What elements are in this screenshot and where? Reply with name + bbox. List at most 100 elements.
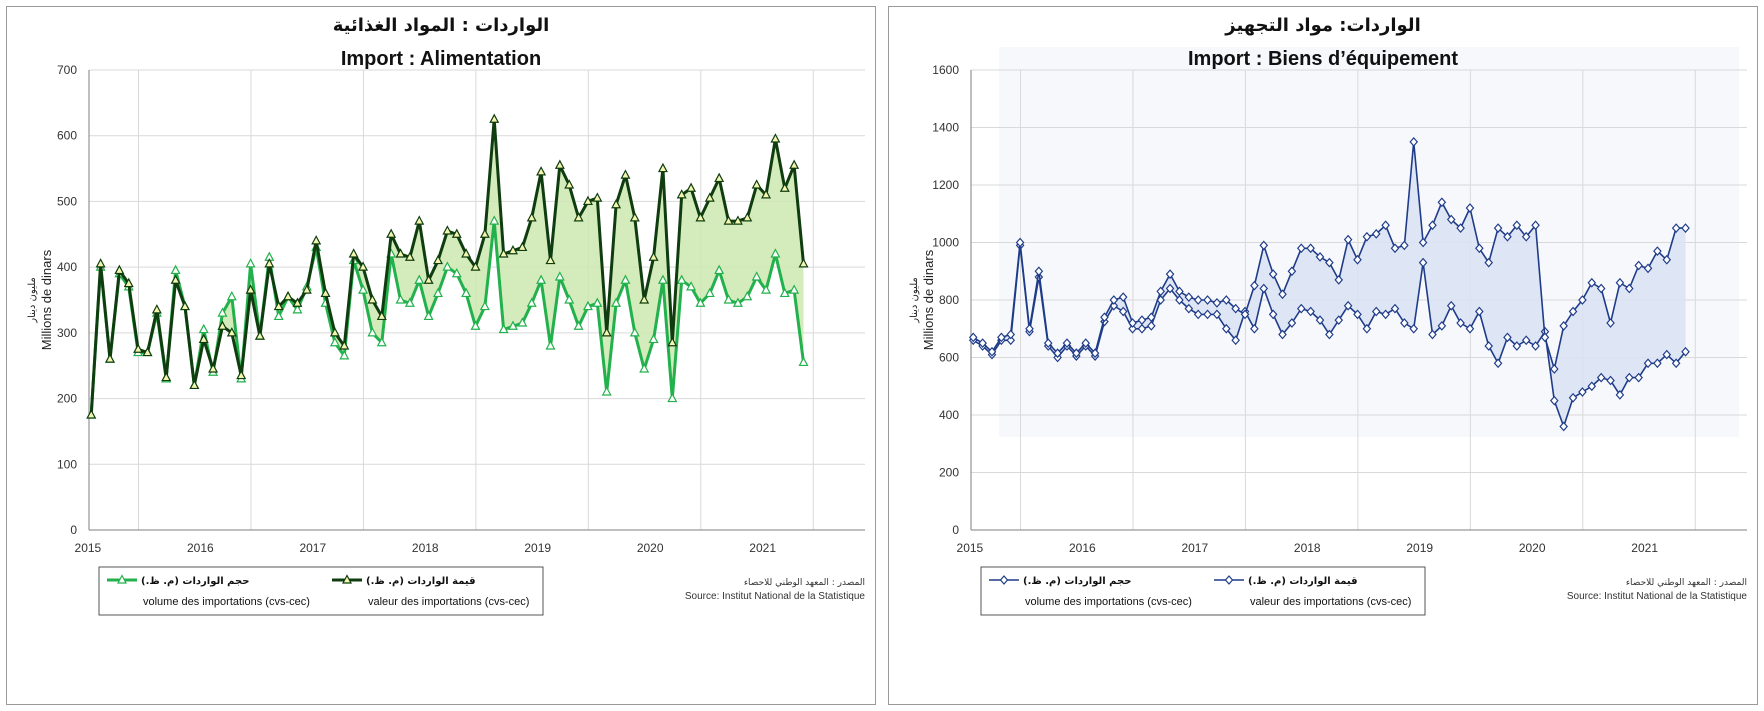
data-point-valeur (226, 327, 237, 337)
data-point-valeur (1034, 266, 1044, 277)
data-point-valeur (714, 172, 725, 183)
data-point-valeur (676, 189, 687, 199)
data-point-valeur (1072, 348, 1081, 359)
data-point-volume (433, 287, 444, 298)
data-point-volume (1559, 421, 1568, 432)
x-tick-label: 2018 (412, 541, 439, 555)
data-point-valeur (667, 336, 678, 347)
fill-between-series (973, 141, 1686, 427)
data-point-volume (545, 340, 556, 350)
data-point-valeur (283, 290, 294, 301)
data-point-volume (1634, 372, 1643, 383)
y-tick-label: 1400 (932, 121, 959, 135)
data-point-valeur (1390, 243, 1400, 254)
data-point-volume (1296, 303, 1306, 314)
data-point-volume (1128, 323, 1137, 334)
data-point-valeur (657, 162, 668, 173)
data-point-valeur (1128, 318, 1137, 328)
data-point-valeur (1109, 295, 1119, 305)
data-point-volume (198, 323, 209, 334)
data-point-volume (395, 294, 406, 304)
data-point-valeur (423, 274, 434, 284)
data-point-valeur (770, 133, 781, 143)
data-point-valeur (1559, 320, 1568, 331)
data-point-valeur (582, 195, 593, 206)
data-point-volume (657, 274, 668, 284)
legend-label: valeur des importations (cvs-cec) (1250, 596, 1411, 608)
y-tick-label: 1200 (932, 178, 959, 192)
data-point-valeur (573, 212, 584, 222)
data-point-volume (1231, 335, 1240, 346)
data-point-valeur (1259, 240, 1269, 251)
data-point-valeur (1596, 283, 1606, 294)
data-point-volume (358, 284, 369, 294)
data-point-valeur (648, 251, 659, 261)
data-point-valeur (732, 215, 743, 225)
data-point-valeur (1521, 231, 1531, 242)
data-point-valeur (1165, 269, 1175, 280)
data-point-valeur (789, 159, 800, 169)
data-point-volume (170, 264, 181, 275)
y-tick-label: 500 (57, 194, 77, 208)
chart-title: Import : Alimentation (341, 48, 541, 70)
data-point-volume (1268, 309, 1278, 320)
data-point-volume (1371, 306, 1381, 317)
data-point-valeur (997, 332, 1006, 343)
data-point-valeur (1315, 251, 1325, 262)
data-point-valeur (217, 320, 228, 330)
data-point-valeur (987, 346, 997, 357)
data-point-valeur (1381, 220, 1390, 231)
data-point-volume (451, 267, 462, 278)
legend-box (980, 566, 1426, 616)
data-point-volume (1175, 295, 1184, 305)
data-point-valeur (358, 261, 369, 271)
data-point-volume (1287, 318, 1297, 328)
data-point-valeur (1175, 286, 1184, 297)
data-point-valeur (1615, 277, 1625, 288)
y-tick-label: 0 (952, 523, 959, 537)
data-point-volume (1353, 309, 1362, 320)
x-tick-label: 2016 (187, 541, 214, 555)
data-point-volume (470, 320, 481, 330)
data-point-volume (723, 294, 734, 304)
data-point-valeur (1250, 280, 1259, 291)
data-point-volume (498, 323, 509, 334)
data-point-volume (517, 317, 528, 327)
data-point-volume (1212, 309, 1222, 320)
y-tick-label: 800 (939, 293, 959, 307)
data-point-volume (1203, 309, 1212, 320)
data-point-volume (1418, 257, 1428, 268)
chart-panel-equipement: الواردات: مواد التجهيز Import : Biens d’é… (888, 6, 1758, 705)
y-tick-label: 600 (939, 351, 959, 365)
legend-label-arabic: قيمة الواردات (م. ظ.) (1248, 576, 1358, 587)
legend-label-arabic: قيمة الواردات (م. ظ.) (366, 576, 476, 587)
data-point-valeur (339, 340, 350, 350)
data-point-volume (695, 297, 706, 307)
data-point-volume (582, 300, 593, 311)
chart-title-arabic: الواردات: مواد التجهيز (1224, 15, 1421, 36)
data-point-volume (479, 300, 490, 311)
data-point-valeur (1624, 283, 1634, 294)
data-point-valeur (1043, 338, 1053, 349)
data-point-valeur (517, 241, 528, 252)
data-point-valeur (554, 159, 565, 169)
source-label: Source: Institut National de la Statisti… (1567, 591, 1748, 602)
data-point-valeur (461, 248, 472, 258)
data-point-volume (798, 356, 809, 367)
x-tick-label: 2019 (1406, 541, 1433, 555)
data-point-volume (770, 248, 781, 258)
data-point-valeur (114, 264, 125, 275)
data-point-valeur (1653, 246, 1662, 257)
data-point-volume (1221, 323, 1231, 334)
chart-title-arabic: الواردات : المواد الغذائية (333, 15, 550, 36)
data-point-volume (1493, 358, 1503, 369)
data-point-valeur (301, 284, 312, 294)
x-tick-label: 2021 (1631, 541, 1658, 555)
data-point-valeur (1100, 312, 1109, 323)
data-point-valeur (507, 244, 518, 255)
data-point-valeur (236, 369, 247, 380)
data-point-valeur (686, 182, 697, 192)
data-point-valeur (1475, 243, 1484, 254)
x-tick-label: 2017 (299, 541, 326, 555)
data-point-valeur (433, 254, 444, 265)
